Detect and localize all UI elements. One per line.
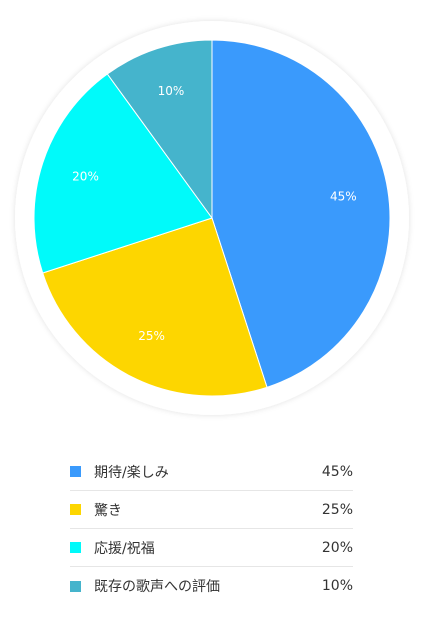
legend-label: 驚き — [94, 502, 122, 519]
pie-slice-label: 10% — [158, 84, 185, 98]
legend-value: 45% — [321, 463, 353, 480]
pie-slices — [33, 39, 391, 397]
legend-swatch — [70, 542, 81, 553]
legend-swatch — [70, 580, 81, 592]
legend-item: 期待/楽しみ 45% — [70, 453, 353, 491]
legend-label: 応援/祝福 — [94, 540, 155, 557]
legend-label: 既存の歌声への評価 — [94, 579, 220, 595]
legend-item: 驚き 25% — [70, 491, 353, 529]
legend-item: 応援/祝福 20% — [70, 529, 353, 567]
legend-label: 期待/楽しみ — [94, 464, 169, 481]
pie-slice — [33, 73, 213, 274]
legend-value: 10% — [321, 578, 353, 594]
legend-swatch — [70, 504, 81, 515]
pie-slice-labels: 45% 25% 20% 10% — [72, 84, 357, 343]
pie-slice-label: 45% — [330, 190, 357, 204]
legend: 期待/楽しみ 45% 驚き 25% 応援/祝福 20% 既存の歌声への評価 10… — [70, 453, 353, 605]
legend-value: 25% — [321, 501, 353, 518]
pie-chart: 45% 25% 20% 10% — [15, 21, 409, 415]
legend-value: 20% — [321, 539, 353, 556]
pie-slice — [106, 39, 213, 220]
pie-slice — [211, 39, 391, 388]
pie-chart-svg: 45% 25% 20% 10% — [15, 21, 409, 415]
pie-slice — [42, 217, 268, 397]
pie-slice-label: 20% — [72, 169, 99, 183]
legend-item: 既存の歌声への評価 10% — [70, 567, 353, 605]
pie-slice-label: 25% — [138, 329, 165, 343]
legend-swatch — [70, 466, 81, 477]
